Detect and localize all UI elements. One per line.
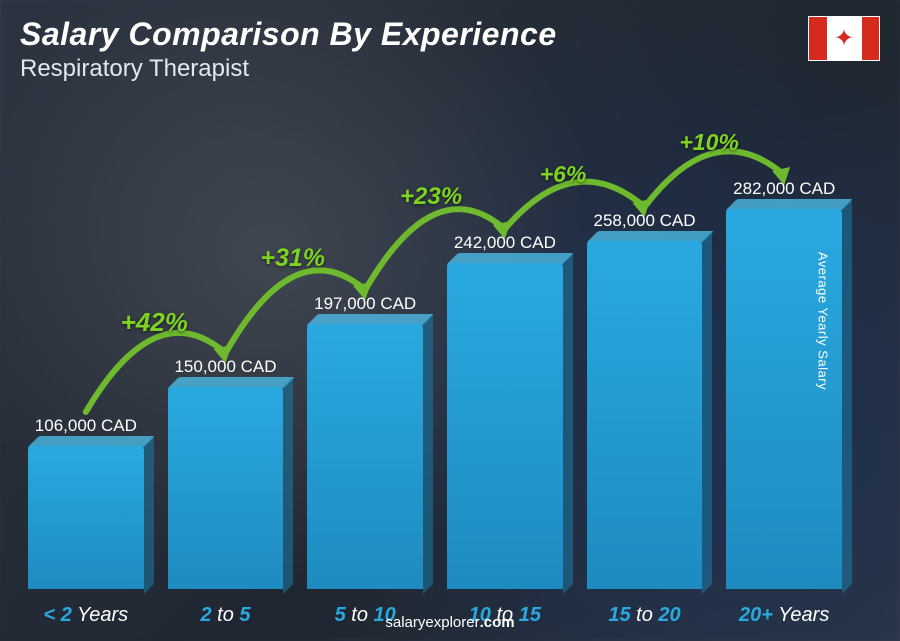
bar-value-label: 242,000 CAD: [454, 233, 556, 253]
bar-value-label: 197,000 CAD: [314, 294, 416, 314]
bar-value-label: 106,000 CAD: [35, 416, 137, 436]
chart-container: Salary Comparison By Experience Respirat…: [0, 0, 900, 641]
title-block: Salary Comparison By Experience Respirat…: [20, 16, 880, 83]
bar: [307, 324, 423, 589]
bar: [587, 241, 703, 589]
bar-group: 150,000 CAD2 to 5: [168, 357, 284, 589]
bar-group: 197,000 CAD5 to 10: [307, 294, 423, 589]
y-axis-label: Average Yearly Salary: [815, 251, 830, 389]
bar-row: 106,000 CAD< 2 Years150,000 CAD2 to 5197…: [20, 99, 850, 589]
bar-group: 258,000 CAD15 to 20: [587, 211, 703, 589]
bar-value-label: 282,000 CAD: [733, 179, 835, 199]
bar-group: 106,000 CAD< 2 Years: [28, 416, 144, 589]
footer-tld: .com: [480, 614, 515, 631]
footer-site: salaryexplorer: [385, 614, 479, 631]
bar-value-label: 258,000 CAD: [593, 211, 695, 231]
bar: [447, 263, 563, 589]
bar-chart: 106,000 CAD< 2 Years150,000 CAD2 to 5197…: [20, 99, 850, 589]
bar-value-label: 150,000 CAD: [174, 357, 276, 377]
bar: [28, 446, 144, 589]
bar: [168, 387, 284, 589]
page-subtitle: Respiratory Therapist: [20, 55, 880, 83]
footer-attribution: salaryexplorer.com: [0, 614, 900, 631]
bar-group: 242,000 CAD10 to 15: [447, 233, 563, 589]
page-title: Salary Comparison By Experience: [20, 16, 880, 53]
